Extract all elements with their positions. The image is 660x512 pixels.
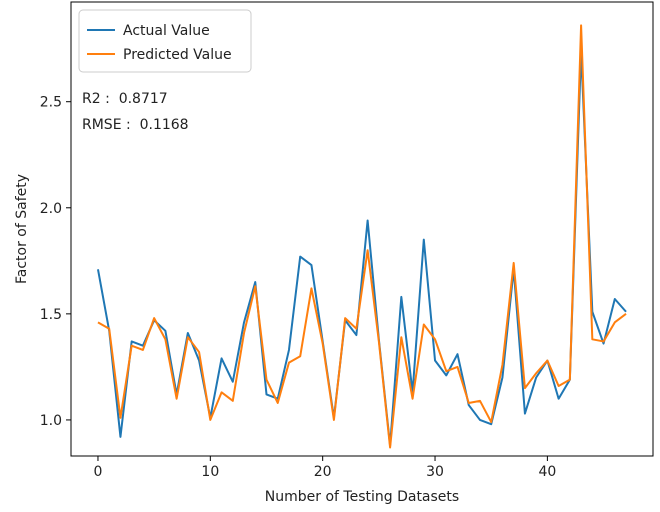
y-tick-label: 1.0 (40, 413, 62, 429)
y-tick-label: 2.5 (40, 95, 62, 111)
legend-label-predicted: Predicted Value (123, 47, 232, 63)
y-axis: 1.0 1.5 2.0 2.5 (40, 95, 71, 429)
y-tick-label: 2.0 (40, 201, 62, 217)
x-axis: 0 10 20 30 40 (94, 456, 556, 480)
series-line-predicted (97, 24, 627, 449)
y-axis-label: Factor of Safety (14, 174, 30, 284)
x-axis-label: Number of Testing Datasets (265, 489, 459, 505)
rmse-annotation: RMSE : 0.1168 (82, 117, 189, 133)
legend: Actual Value Predicted Value (78, 9, 252, 73)
x-tick-label: 30 (426, 464, 444, 480)
y-tick-label: 1.5 (40, 307, 62, 323)
series-layer (96, 24, 627, 449)
r2-annotation: R2 : 0.8717 (82, 91, 168, 107)
legend-box (78, 9, 252, 73)
x-tick-label: 10 (201, 464, 219, 480)
x-tick-label: 20 (314, 464, 332, 480)
legend-label-actual: Actual Value (123, 23, 210, 39)
x-tick-label: 40 (538, 464, 556, 480)
x-tick-label: 0 (94, 464, 103, 480)
